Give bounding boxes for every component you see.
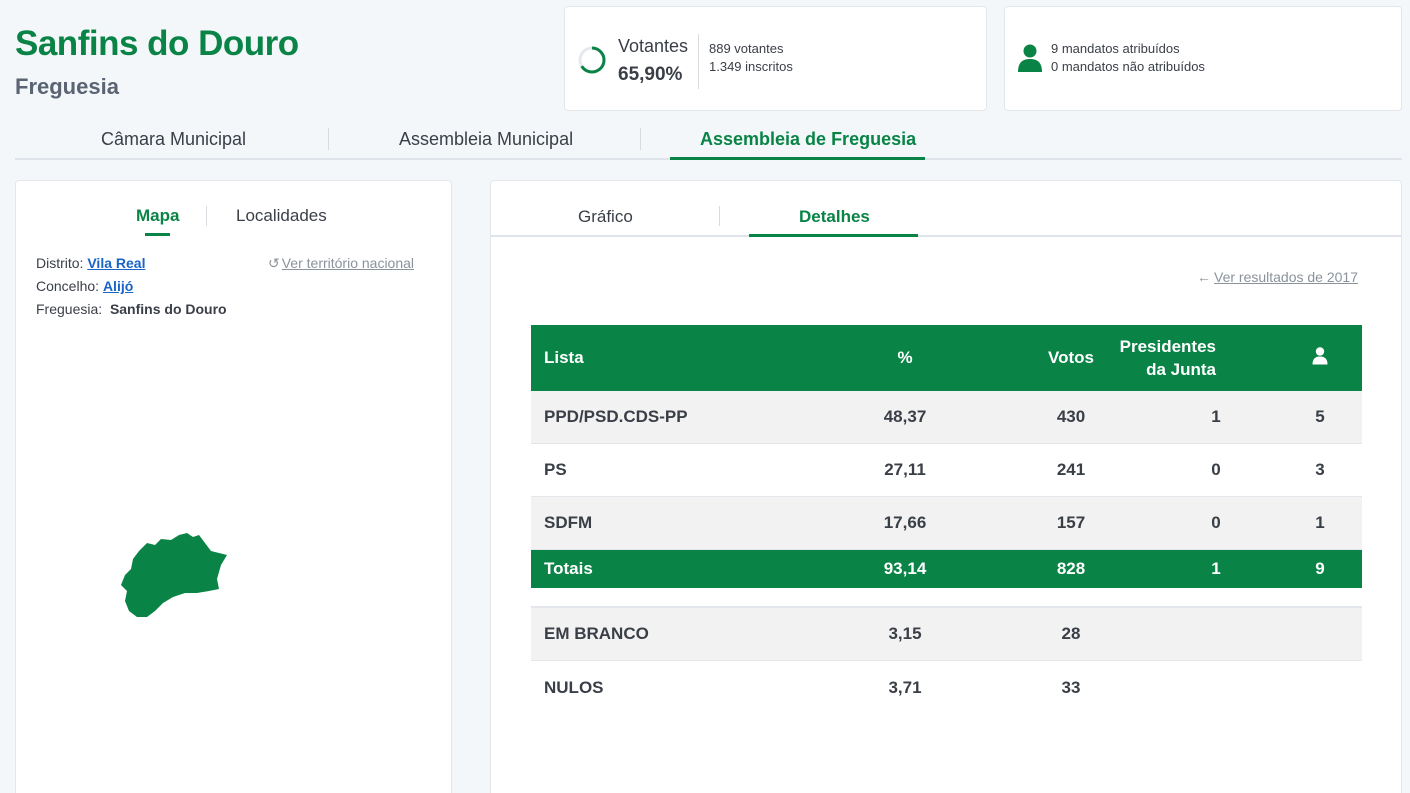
tab-separator	[206, 206, 207, 226]
tab-detalhes[interactable]: Detalhes	[799, 207, 870, 226]
distrito-row: Distrito: Vila Real	[36, 255, 145, 271]
undo-icon: ↺	[268, 255, 280, 271]
person-icon	[1018, 44, 1042, 72]
participation-donut-icon	[578, 46, 606, 74]
table-row: EM BRANCO 3,15 28	[531, 608, 1362, 661]
votes-card: Votantes 65,90% 889 votantes 1.349 inscr…	[564, 6, 987, 111]
distrito-label: Distrito:	[36, 255, 84, 271]
registered-count: 1.349 inscritos	[709, 59, 793, 74]
mandates-assigned: 9 mandatos atribuídos	[1051, 41, 1180, 56]
concelho-link[interactable]: Alijó	[102, 278, 134, 294]
tab-assembleia-freguesia[interactable]: Assembleia de Freguesia	[700, 129, 917, 149]
freguesia-row: Freguesia: Sanfins do Douro	[36, 301, 227, 317]
totals-label: Totais	[544, 559, 593, 578]
tab-separator	[328, 128, 329, 150]
national-territory-link[interactable]: ↺ Ver território nacional	[268, 255, 414, 272]
page-subtitle: Freguesia	[15, 74, 119, 99]
freguesia-map[interactable]	[119, 531, 229, 623]
active-tab-indicator	[145, 233, 170, 236]
map-panel-tabs: Mapa Localidades	[16, 181, 451, 241]
active-tab-indicator	[670, 157, 925, 160]
table-header: Lista % Votos Presidentes da Junta	[531, 325, 1362, 391]
concelho-label: Concelho:	[36, 278, 100, 294]
mandates-unassigned: 0 mandatos não atribuídos	[1051, 59, 1205, 74]
tab-camara-municipal[interactable]: Câmara Municipal	[101, 129, 247, 149]
header-lista: Lista	[544, 348, 584, 367]
person-icon	[1312, 347, 1328, 365]
header-presidentes-line2: da Junta	[1146, 360, 1216, 379]
header-presidentes-line1: Presidentes	[1119, 337, 1216, 356]
totals-row: Totais 93,14 828 1 9	[531, 550, 1362, 588]
results-table: Lista % Votos Presidentes da Junta PPD/PS…	[531, 325, 1362, 714]
tab-mapa[interactable]: Mapa	[136, 206, 180, 225]
row-lista: PPD/PSD.CDS-PP	[544, 407, 688, 426]
tab-separator	[719, 206, 720, 226]
tab-grafico[interactable]: Gráfico	[578, 207, 633, 226]
row-lista: SDFM	[544, 513, 593, 532]
results-panel: Gráfico Detalhes ← Ver resultados de 2017…	[490, 180, 1402, 793]
previous-results-link[interactable]: ← Ver resultados de 2017	[1197, 269, 1358, 285]
distrito-link[interactable]: Vila Real	[87, 255, 146, 271]
row-lista: NULOS	[544, 677, 604, 697]
table-row: PPD/PSD.CDS-PP 48,37 430 1 5	[531, 391, 1362, 444]
voters-count: 889 votantes	[709, 41, 784, 56]
tab-separator	[640, 128, 641, 150]
concelho-row: Concelho: Alijó	[36, 278, 133, 294]
table-row: PS 27,11 241 0 3	[531, 444, 1362, 497]
previous-results-label: Ver resultados de 2017	[1214, 269, 1358, 285]
tab-localidades[interactable]: Localidades	[236, 206, 327, 225]
main-tabs: Câmara Municipal Assembleia Municipal As…	[15, 124, 1402, 160]
map-panel: Mapa Localidades Distrito: Vila Real ↺ Ve…	[15, 180, 452, 793]
row-lista: PS	[544, 460, 567, 479]
active-tab-indicator	[749, 234, 918, 237]
table-gap	[531, 588, 1362, 608]
arrow-left-icon: ←	[1197, 269, 1211, 285]
divider	[698, 34, 699, 89]
votes-label: Votantes	[618, 36, 689, 56]
votes-percent: 65,90%	[618, 64, 683, 85]
national-territory-label: Ver território nacional	[281, 255, 415, 271]
table-row: NULOS 3,71 33	[531, 661, 1362, 714]
freguesia-value: Sanfins do Douro	[109, 301, 227, 317]
mandates-card: 9 mandatos atribuídos 0 mandatos não atr…	[1004, 6, 1402, 111]
results-tabs: Gráfico Detalhes	[491, 181, 1401, 237]
table-row: SDFM 17,66 157 0 1	[531, 497, 1362, 550]
freguesia-label: Freguesia:	[36, 301, 103, 317]
tab-assembleia-municipal[interactable]: Assembleia Municipal	[399, 129, 574, 149]
row-lista: EM BRANCO	[544, 624, 649, 643]
page-title: Sanfins do Douro	[15, 24, 299, 63]
